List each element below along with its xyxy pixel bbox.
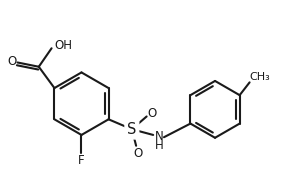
Text: O: O — [147, 107, 156, 120]
Text: N: N — [154, 130, 163, 143]
Text: O: O — [8, 54, 17, 68]
Text: O: O — [133, 147, 142, 160]
Text: CH₃: CH₃ — [249, 72, 270, 82]
Text: S: S — [127, 122, 137, 137]
Text: H: H — [154, 139, 163, 152]
Text: OH: OH — [54, 39, 73, 52]
Text: F: F — [78, 154, 85, 167]
